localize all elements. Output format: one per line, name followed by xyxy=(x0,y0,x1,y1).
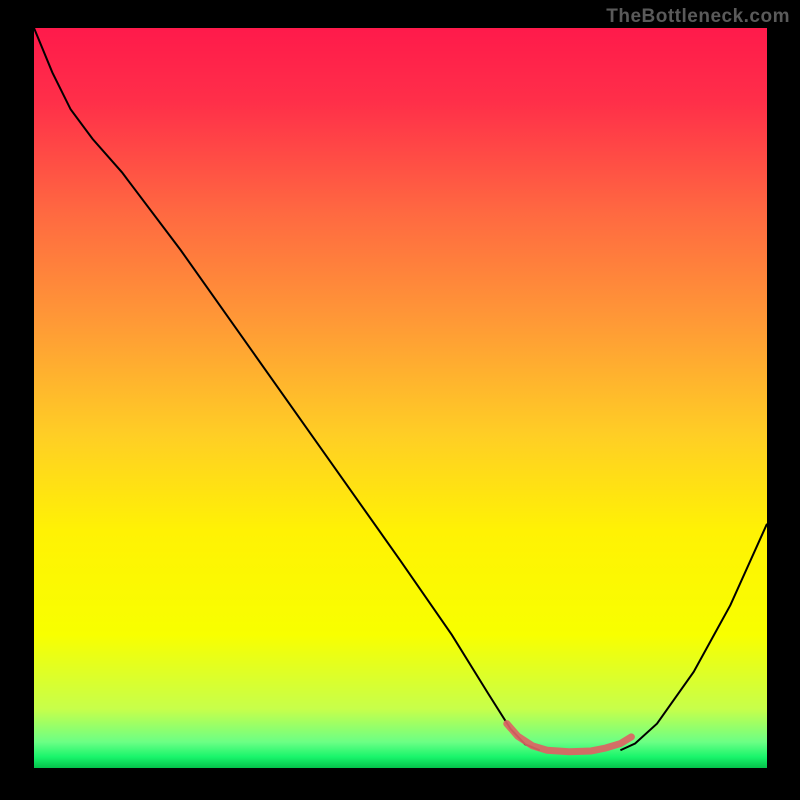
chart-area xyxy=(34,28,767,768)
watermark-text: TheBottleneck.com xyxy=(606,6,790,28)
chart-background-gradient xyxy=(34,28,767,768)
